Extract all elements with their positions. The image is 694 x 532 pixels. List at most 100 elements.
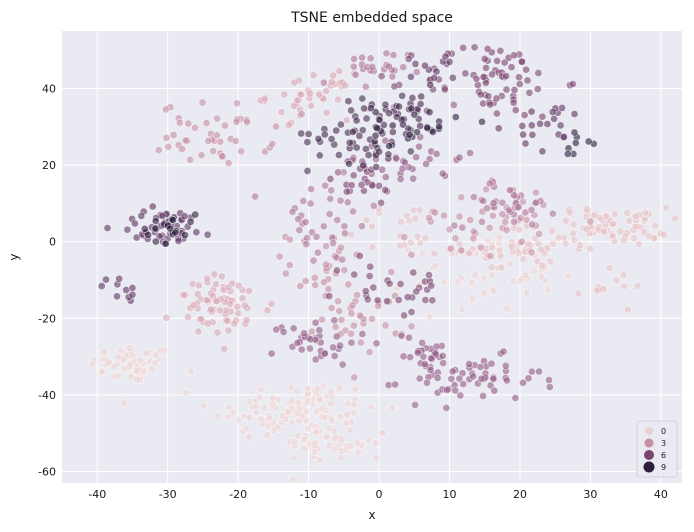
- legend-label: 0: [661, 427, 666, 436]
- scatter-point: [178, 145, 186, 153]
- scatter-point: [293, 96, 301, 105]
- scatter-point: [385, 109, 393, 118]
- scatter-point: [467, 278, 476, 287]
- scatter-point: [421, 296, 430, 304]
- scatter-point: [194, 281, 203, 290]
- scatter-point: [350, 400, 358, 409]
- scatter-point: [327, 135, 336, 143]
- scatter-point: [334, 95, 342, 104]
- scatter-point: [476, 90, 485, 99]
- scatter-point: [105, 358, 113, 366]
- scatter-point: [381, 173, 390, 181]
- scatter-point: [455, 212, 464, 221]
- scatter-point: [343, 399, 352, 408]
- scatter-point: [365, 348, 374, 356]
- scatter-point: [268, 400, 277, 409]
- scatter-point: [518, 57, 526, 66]
- scatter-point: [97, 282, 106, 290]
- scatter-point: [559, 133, 568, 142]
- scatter-point: [515, 225, 524, 234]
- scatter-point: [465, 360, 473, 368]
- scatter-point: [396, 218, 405, 226]
- scatter-point: [427, 354, 436, 363]
- x-tick-label: 0: [376, 488, 383, 501]
- scatter-point: [349, 171, 358, 180]
- scatter-point: [315, 151, 324, 160]
- scatter-point: [535, 229, 543, 238]
- scatter-point: [368, 315, 376, 323]
- legend-label: 6: [661, 451, 666, 460]
- scatter-point: [514, 203, 523, 211]
- scatter-point: [349, 321, 358, 330]
- scatter-point: [211, 280, 220, 289]
- scatter-point: [671, 214, 679, 223]
- scatter-point: [210, 270, 219, 279]
- scatter-point: [521, 271, 530, 279]
- scatter-point: [399, 63, 408, 72]
- scatter-point: [443, 386, 451, 394]
- scatter-point: [302, 240, 311, 249]
- scatter-point: [342, 418, 351, 427]
- scatter-point: [502, 72, 511, 80]
- scatter-point: [505, 186, 514, 195]
- scatter-point: [327, 78, 336, 86]
- scatter-point: [311, 281, 320, 289]
- scatter-point: [490, 386, 499, 395]
- scatter-point: [565, 208, 574, 217]
- scatter-point: [407, 250, 416, 259]
- scatter-point: [447, 244, 455, 253]
- scatter-point: [623, 208, 632, 217]
- scatter-point: [278, 412, 287, 421]
- scatter-point: [510, 51, 518, 60]
- x-tick-label: -40: [88, 488, 106, 501]
- scatter-point: [381, 100, 390, 109]
- scatter-point: [586, 244, 595, 253]
- scatter-point: [327, 186, 336, 195]
- scatter-point: [336, 453, 345, 462]
- scatter-point: [451, 113, 460, 121]
- scatter-point: [260, 403, 268, 412]
- scatter-point: [455, 153, 464, 162]
- scatter-point: [399, 352, 408, 361]
- scatter-point: [288, 418, 297, 427]
- scatter-point: [193, 290, 202, 298]
- scatter-point: [410, 110, 419, 119]
- scatter-point: [311, 318, 320, 327]
- scatter-point: [315, 456, 324, 465]
- scatter-point: [482, 185, 491, 194]
- scatter-point: [245, 413, 254, 422]
- scatter-point: [371, 438, 380, 447]
- scatter-point: [413, 128, 421, 137]
- scatter-point: [466, 216, 475, 224]
- scatter-point: [385, 141, 393, 150]
- scatter-point: [470, 43, 479, 52]
- scatter-point: [492, 109, 501, 118]
- scatter-point: [336, 243, 345, 252]
- scatter-point: [355, 251, 364, 260]
- scatter-point: [369, 283, 378, 292]
- scatter-point: [224, 159, 233, 167]
- scatter-point: [354, 448, 363, 457]
- scatter-point: [151, 359, 159, 367]
- scatter-point: [440, 277, 449, 286]
- scatter-point: [344, 97, 353, 106]
- scatter-point: [515, 80, 524, 88]
- scatter-point: [277, 108, 286, 117]
- scatter-point: [432, 149, 441, 158]
- scatter-point: [320, 349, 329, 358]
- scatter-point: [548, 209, 557, 218]
- scatter-point: [471, 270, 479, 279]
- scatter-point: [630, 234, 638, 243]
- scatter-point: [533, 257, 542, 266]
- scatter-point: [501, 218, 510, 227]
- scatter-point: [358, 53, 366, 62]
- scatter-point: [400, 233, 409, 242]
- scatter-point: [395, 241, 404, 250]
- scatter-point: [530, 266, 539, 275]
- legend-box: [636, 420, 678, 478]
- scatter-point: [487, 263, 496, 272]
- y-tick-label: 0: [49, 236, 56, 249]
- scatter-point: [175, 118, 184, 127]
- scatter-point: [619, 236, 628, 245]
- scatter-point: [599, 226, 608, 235]
